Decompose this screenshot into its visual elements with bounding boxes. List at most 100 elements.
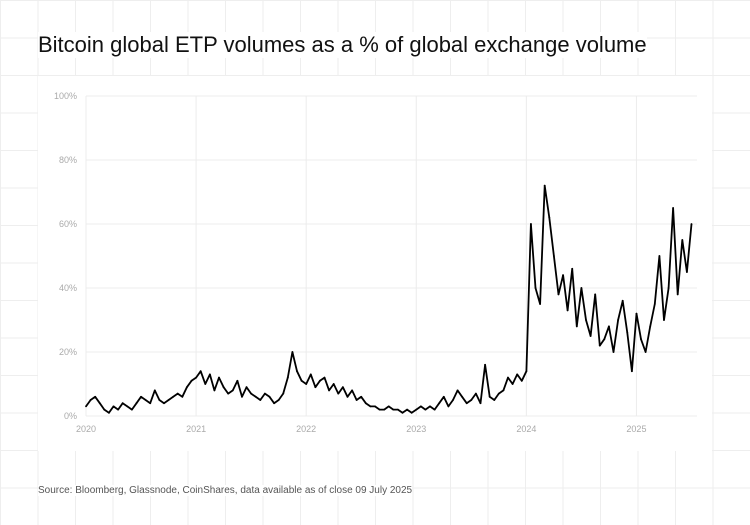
data-point <box>511 383 514 385</box>
data-point <box>520 379 523 382</box>
data-point <box>406 408 408 411</box>
data-point <box>640 338 642 341</box>
data-point <box>268 395 271 398</box>
data-point <box>562 274 564 277</box>
data-point <box>167 399 170 401</box>
data-point <box>433 408 436 411</box>
data-point <box>222 386 225 389</box>
data-point <box>282 392 285 395</box>
data-point <box>254 395 257 398</box>
data-point <box>575 325 578 328</box>
data-point <box>612 351 615 353</box>
data-point <box>415 408 418 411</box>
data-point <box>245 386 248 389</box>
data-point <box>557 293 560 296</box>
data-point <box>94 395 97 398</box>
data-point <box>447 405 450 408</box>
data-point <box>374 405 376 408</box>
y-tick-label: 80% <box>59 155 77 165</box>
data-point <box>218 376 220 379</box>
data-point <box>323 376 326 379</box>
data-point <box>571 267 574 270</box>
data-point <box>204 383 207 385</box>
data-point <box>475 392 477 395</box>
data-point <box>493 399 496 401</box>
data-point <box>603 338 606 341</box>
data-point <box>98 402 101 405</box>
data-point <box>580 287 583 289</box>
data-point <box>117 408 120 411</box>
data-point <box>589 335 592 337</box>
data-point <box>530 223 532 225</box>
data-point <box>401 411 404 414</box>
data-point <box>488 395 491 398</box>
data-point <box>355 399 358 401</box>
data-point <box>337 392 340 395</box>
y-tick-label: 0% <box>64 411 77 421</box>
data-point <box>195 376 197 379</box>
data-point <box>103 408 106 411</box>
data-point <box>236 379 239 382</box>
chart-title: Bitcoin global ETP volumes as a % of glo… <box>38 32 647 58</box>
data-point <box>378 408 381 411</box>
data-point <box>85 405 87 408</box>
data-point <box>346 395 349 398</box>
data-point <box>149 402 152 405</box>
data-point <box>172 395 175 398</box>
data-point <box>300 379 303 382</box>
data-point <box>296 370 298 373</box>
data-point <box>566 309 569 312</box>
data-point <box>383 408 386 411</box>
data-point <box>667 287 670 289</box>
data-point <box>465 402 468 405</box>
data-point <box>397 408 399 411</box>
data-point <box>438 402 441 405</box>
data-point <box>369 405 372 408</box>
data-point <box>158 399 161 401</box>
data-point <box>630 370 633 373</box>
data-point <box>419 405 422 408</box>
data-point <box>286 376 289 379</box>
data-point <box>653 303 656 305</box>
data-point <box>621 299 624 302</box>
data-point <box>392 408 395 411</box>
data-point <box>351 389 353 392</box>
data-point <box>548 216 551 219</box>
data-point <box>305 383 308 385</box>
data-point <box>135 402 138 405</box>
y-tick-label: 60% <box>59 219 77 229</box>
data-point <box>429 405 431 408</box>
data-point <box>199 370 202 373</box>
y-tick-label: 40% <box>59 283 77 293</box>
data-point <box>176 392 179 395</box>
data-point <box>108 411 110 414</box>
data-point <box>507 376 509 379</box>
data-point <box>470 399 473 401</box>
chart-panel <box>38 76 712 451</box>
data-point <box>543 184 546 187</box>
data-point <box>112 405 115 408</box>
data-point <box>309 373 312 376</box>
series-line <box>85 184 693 414</box>
data-point <box>181 395 184 398</box>
data-point <box>681 239 684 241</box>
data-point <box>672 207 675 209</box>
data-point <box>273 402 275 405</box>
x-tick-label: 2020 <box>76 424 96 434</box>
data-point <box>663 319 665 321</box>
data-point <box>277 399 280 401</box>
data-point <box>649 325 652 328</box>
data-point <box>442 395 445 398</box>
data-point <box>231 389 234 392</box>
data-point <box>263 392 266 395</box>
data-point <box>534 287 537 289</box>
data-point <box>424 408 427 411</box>
data-point <box>332 383 335 385</box>
data-point <box>153 389 156 392</box>
data-point <box>387 405 390 408</box>
data-point <box>208 373 211 376</box>
data-point <box>250 392 253 395</box>
data-point <box>635 312 638 315</box>
data-point <box>341 386 344 389</box>
